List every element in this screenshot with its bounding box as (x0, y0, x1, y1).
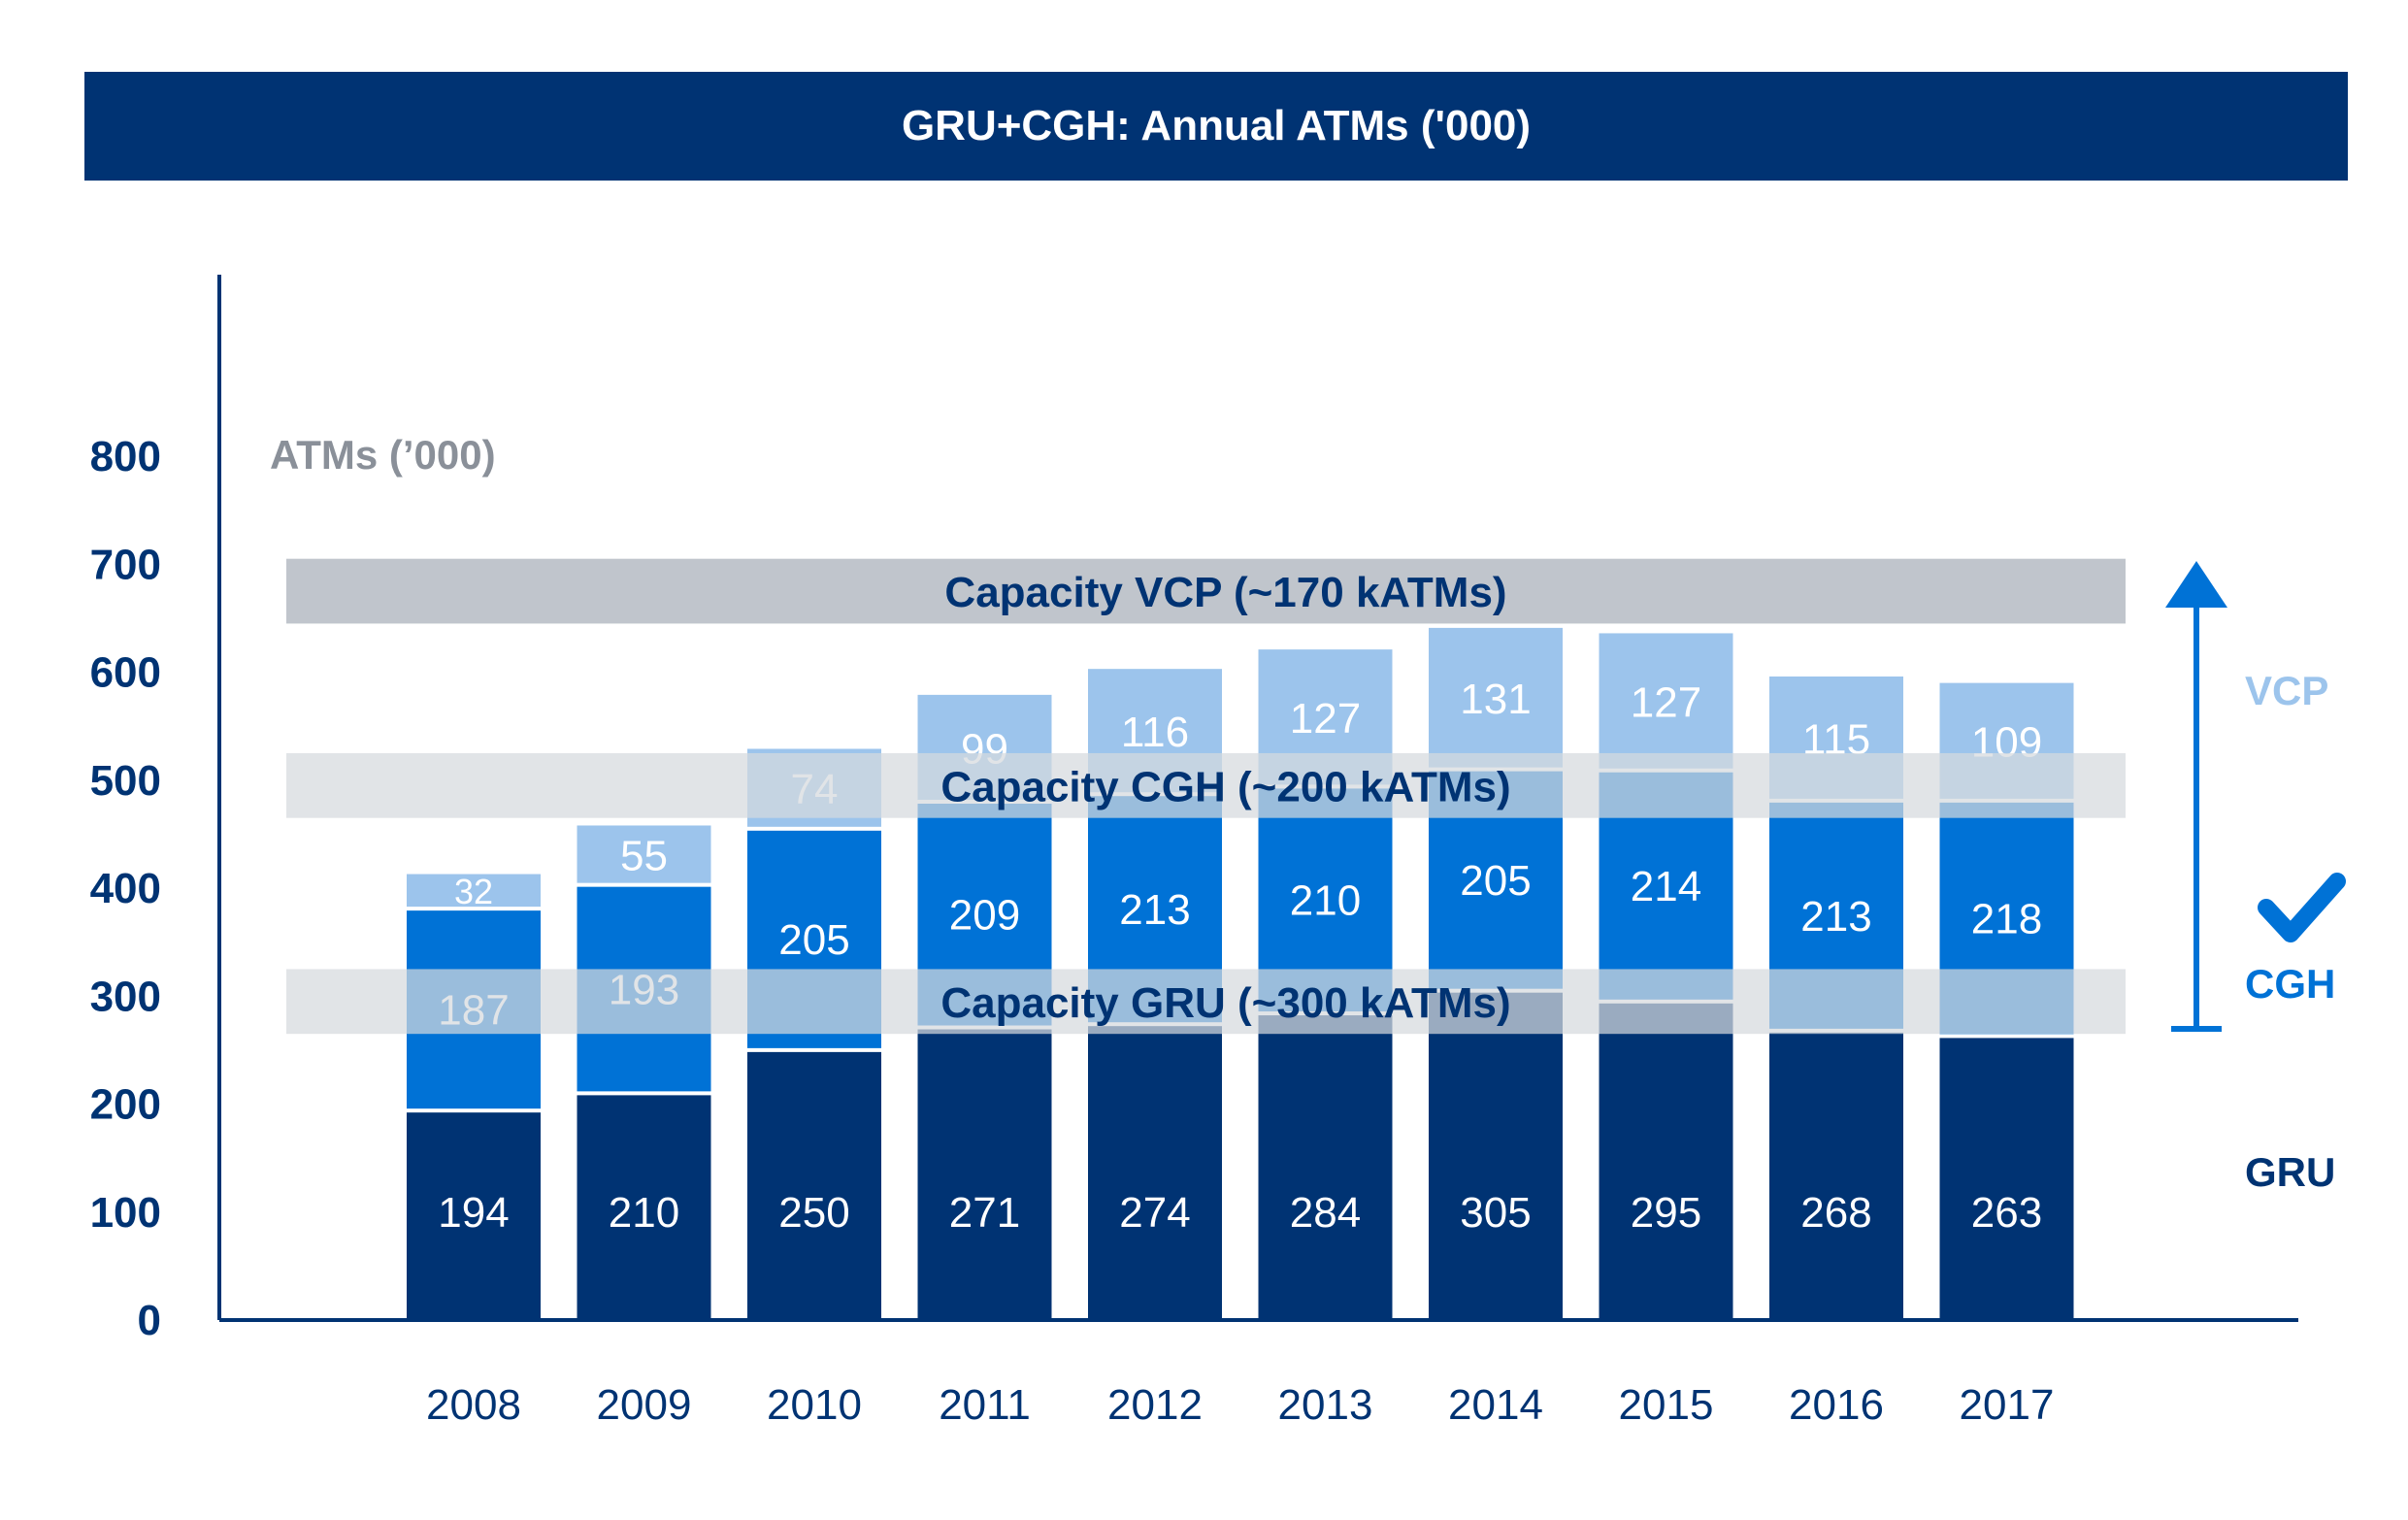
y-tick-label-300: 300 (90, 973, 161, 1020)
legend: VCP CGH GRU (2165, 561, 2346, 1195)
data-label-vcp-2009: 55 (620, 832, 668, 879)
data-label-vcp-2008: 32 (454, 872, 493, 911)
x-tick-label-2017: 2017 (1960, 1381, 2055, 1429)
capacity-band-label-0: Capacity VCP (~170 kATMs) (944, 569, 1506, 616)
legend-label-cgh: CGH (2245, 961, 2335, 1007)
checkmark-icon (2258, 873, 2346, 942)
bar-separator-2008-2 (407, 907, 541, 911)
chart-title: GRU+CGH: Annual ATMs ('000) (901, 102, 1532, 149)
bar-gru-2014 (1429, 990, 1563, 1320)
data-label-cgh-2010: 205 (778, 916, 849, 964)
bar-gru-2010 (747, 1049, 881, 1320)
bars: 1941873221019355250205742712099927421311… (407, 627, 2074, 1320)
bar-vcp-2014 (1429, 627, 1563, 770)
capacity-band-label-1: Capacity CGH (~200 kATMs) (940, 763, 1510, 810)
bar-separator-2009-2 (577, 882, 711, 887)
data-label-cgh-2015: 214 (1631, 863, 1701, 910)
data-label-vcp-2014: 131 (1460, 676, 1531, 723)
data-label-cgh-2012: 213 (1119, 886, 1190, 934)
data-label-gru-2012: 274 (1119, 1189, 1190, 1237)
data-label-gru-2014: 305 (1460, 1189, 1531, 1237)
capacity-band-2 (286, 969, 2126, 1035)
bar-gru-2016 (1769, 1030, 1903, 1320)
bar-gru-2013 (1258, 1013, 1393, 1320)
data-label-vcp-2015: 127 (1631, 678, 1701, 726)
data-label-cgh-2017: 218 (1971, 896, 2042, 943)
capacity-bands (286, 558, 2126, 624)
x-tick-label-2010: 2010 (767, 1381, 862, 1429)
x-tick-label-2016: 2016 (1789, 1381, 1884, 1429)
y-tick-label-400: 400 (90, 865, 161, 912)
y-tick-label-0: 0 (138, 1297, 161, 1344)
bar-vcp-2008 (407, 874, 541, 909)
y-tick-label-500: 500 (90, 757, 161, 805)
x-tick-label-2009: 2009 (597, 1381, 692, 1429)
y-tick-label-600: 600 (90, 649, 161, 697)
bar-gru-2009 (577, 1093, 711, 1320)
axes: 2008 2009 2010 2011 2012 2013 2014 2015 2016 2017… (90, 275, 2298, 1429)
data-label-gru-2017: 263 (1971, 1189, 2042, 1237)
data-label-gru-2008: 194 (438, 1189, 509, 1237)
y-tick-label-800: 800 (90, 433, 161, 480)
data-label-cgh-2014: 205 (1460, 857, 1531, 905)
data-label-vcp-2012: 116 (1121, 709, 1189, 756)
x-tick-label-2013: 2013 (1278, 1381, 1373, 1429)
data-label-gru-2011: 271 (949, 1189, 1020, 1237)
y-axis-title: ATMs (’000) (270, 432, 496, 478)
x-tick-label-2014: 2014 (1448, 1381, 1543, 1429)
x-tick-label-2008: 2008 (426, 1381, 521, 1429)
data-label-cgh-2016: 213 (1800, 893, 1871, 941)
x-tick-label-2011: 2011 (939, 1381, 1031, 1429)
data-label-gru-2009: 210 (609, 1189, 679, 1237)
bar-gru-2017 (1939, 1036, 2074, 1320)
bar-gru-2008 (407, 1110, 541, 1320)
arrow-up-icon (2165, 561, 2227, 608)
bar-vcp-2015 (1599, 633, 1733, 771)
x-tick-label-2012: 2012 (1107, 1381, 1203, 1429)
data-label-gru-2013: 284 (1290, 1189, 1361, 1237)
bar-gru-2015 (1599, 1001, 1733, 1320)
band-labels: Capacity VCP (~170 kATMs) Capacity CGH (~… (286, 569, 2126, 1035)
bar-separator-2008-1 (407, 1108, 541, 1113)
bar-gru-2012 (1088, 1024, 1222, 1320)
bar-vcp-2009 (577, 825, 711, 885)
data-label-gru-2015: 295 (1631, 1189, 1701, 1237)
data-label-gru-2010: 250 (778, 1189, 849, 1237)
capacity-band-0 (286, 558, 2126, 624)
data-label-cgh-2013: 210 (1290, 877, 1361, 925)
data-label-vcp-2013: 127 (1290, 695, 1361, 743)
x-tick-label-2015: 2015 (1619, 1381, 1714, 1429)
chart-title-bar: GRU+CGH: Annual ATMs ('000) (84, 72, 2348, 181)
y-tick-label-100: 100 (90, 1189, 161, 1237)
data-label-gru-2016: 268 (1800, 1189, 1871, 1237)
capacity-band-1 (286, 752, 2126, 818)
legend-label-gru: GRU (2245, 1149, 2335, 1195)
legend-label-vcp: VCP (2245, 668, 2328, 713)
data-label-cgh-2011: 209 (949, 892, 1020, 940)
bar-separator-2009-1 (577, 1091, 711, 1096)
y-tick-label-700: 700 (90, 541, 161, 588)
bar-separator-2017-1 (1939, 1034, 2074, 1039)
capacity-band-label-2: Capacity GRU (~300 kATMs) (940, 979, 1510, 1027)
bar-separator-2010-2 (747, 826, 881, 831)
y-tick-label-200: 200 (90, 1081, 161, 1129)
bar-separator-2010-1 (747, 1047, 881, 1052)
bar-gru-2011 (917, 1027, 1052, 1320)
